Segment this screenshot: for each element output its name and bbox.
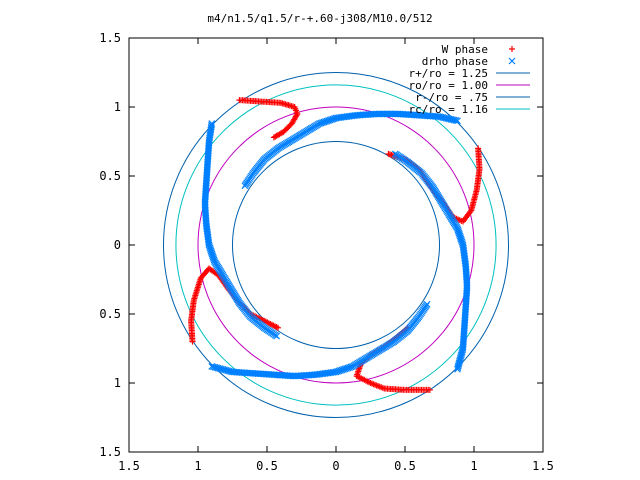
w-phase-point bbox=[272, 133, 279, 140]
x-tick-label: 0.5 bbox=[256, 459, 278, 473]
legend-label: W phase bbox=[442, 43, 488, 56]
plot-area: 1.5 1 0.5 0 0.5 1 1.51.510.500.511.5 bbox=[99, 31, 554, 473]
y-tick-label: 1.5 bbox=[99, 445, 121, 459]
x-tick-label: 1.5 bbox=[118, 459, 140, 473]
legend-label: drho phase bbox=[422, 55, 488, 68]
w-phase-point bbox=[385, 150, 392, 157]
legend-label: ro/ro = 1.00 bbox=[409, 79, 488, 92]
x-tick-label: 1.5 bbox=[532, 459, 554, 473]
drho-phase-point bbox=[423, 300, 431, 308]
circle-rc-ro-1-16 bbox=[175, 84, 497, 406]
y-tick-label: 0.5 bbox=[99, 169, 121, 183]
y-tick-label: 1 bbox=[114, 376, 121, 390]
series-drho-phase bbox=[201, 110, 471, 380]
circle-r-ro-75 bbox=[232, 141, 440, 349]
y-tick-label: 1 bbox=[114, 100, 121, 114]
drho-phase-point bbox=[273, 332, 281, 340]
y-tick-label: 0 bbox=[114, 238, 121, 252]
circle-ro-ro-1-00 bbox=[197, 106, 475, 384]
y-tick-label: 1.5 bbox=[99, 31, 121, 45]
drho-phase-point bbox=[241, 182, 249, 190]
x-tick-label: 0.5 bbox=[394, 459, 416, 473]
w-phase-point bbox=[275, 324, 282, 331]
x-tick-label: 1 bbox=[194, 459, 201, 473]
chart-title: m4/n1.5/q1.5/r-+.60-j308/M10.0/512 bbox=[207, 12, 432, 25]
drho-phase-point bbox=[391, 150, 399, 158]
legend-label: r+/ro = 1.25 bbox=[409, 67, 488, 80]
y-tick-label: 0.5 bbox=[99, 307, 121, 321]
legend-plus-marker bbox=[509, 46, 515, 52]
legend-label: rc/ro = 1.16 bbox=[409, 103, 488, 116]
circle-r-ro-1-25 bbox=[163, 72, 509, 418]
legend-label: r-/ro = .75 bbox=[415, 91, 488, 104]
w-phase-point bbox=[270, 134, 277, 141]
x-tick-label: 0 bbox=[332, 459, 339, 473]
x-tick-label: 1 bbox=[470, 459, 477, 473]
legend-cross-marker bbox=[508, 57, 516, 65]
